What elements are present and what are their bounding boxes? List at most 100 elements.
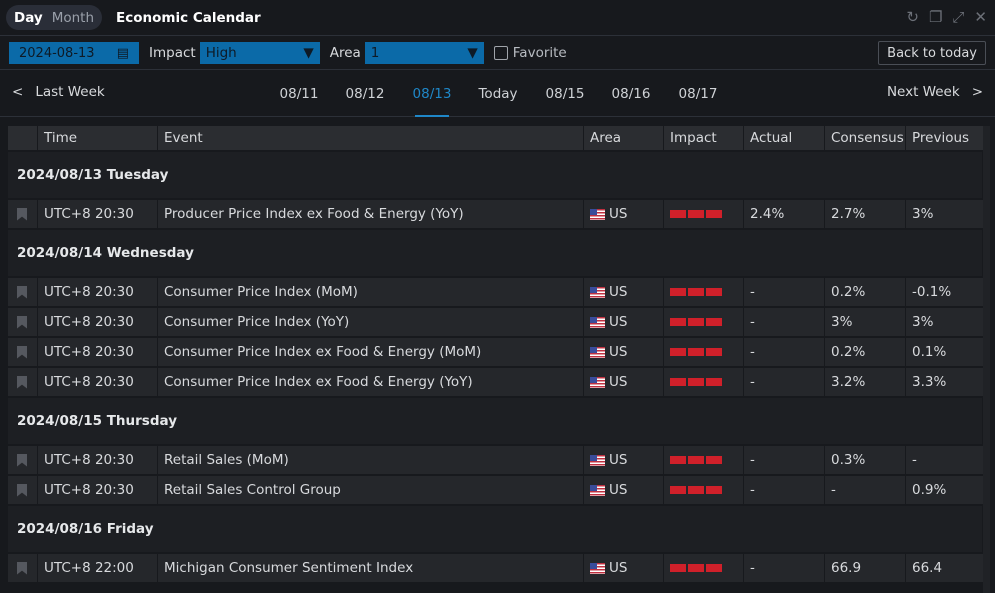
impact-bar bbox=[688, 288, 704, 296]
view-month-button[interactable]: Month bbox=[51, 9, 95, 26]
day-tab[interactable]: 08/12 bbox=[345, 86, 385, 102]
time-cell: UTC+8 20:30 bbox=[38, 338, 157, 366]
impact-label: Impact bbox=[149, 45, 196, 61]
area-text: US bbox=[609, 344, 628, 360]
table-row[interactable]: UTC+8 22:00 Michigan Consumer Sentiment I… bbox=[8, 554, 986, 582]
bookmark-cell[interactable] bbox=[8, 554, 37, 582]
day-tab[interactable]: 08/13 bbox=[412, 86, 452, 102]
bookmark-icon[interactable] bbox=[17, 345, 27, 359]
event-cell: Retail Sales (MoM) bbox=[158, 446, 583, 474]
bookmark-cell[interactable] bbox=[8, 368, 37, 396]
bookmark-icon[interactable] bbox=[17, 315, 27, 329]
column-header[interactable]: Impact bbox=[664, 126, 743, 150]
bookmark-icon[interactable] bbox=[17, 483, 27, 497]
bookmark-cell[interactable] bbox=[8, 308, 37, 336]
bookmark-icon[interactable] bbox=[17, 285, 27, 299]
previous-cell: - bbox=[906, 446, 986, 474]
impact-cell bbox=[664, 476, 743, 504]
chevron-left-icon: < bbox=[12, 84, 24, 100]
impact-cell bbox=[664, 554, 743, 582]
impact-bars bbox=[670, 456, 722, 464]
actual-cell: - bbox=[744, 446, 824, 474]
column-header[interactable]: Consensus bbox=[825, 126, 905, 150]
table-row[interactable]: UTC+8 20:30 Producer Price Index ex Food … bbox=[8, 200, 986, 228]
area-cell: US bbox=[584, 554, 663, 582]
column-header[interactable]: Time bbox=[38, 126, 157, 150]
consensus-cell: 66.9 bbox=[825, 554, 905, 582]
us-flag-icon bbox=[590, 484, 605, 496]
bookmark-cell[interactable] bbox=[8, 476, 37, 504]
bookmark-cell[interactable] bbox=[8, 446, 37, 474]
calendar-icon[interactable]: ▤ bbox=[116, 45, 129, 61]
column-header[interactable]: Previous bbox=[906, 126, 986, 150]
impact-cell bbox=[664, 278, 743, 306]
day-tab[interactable]: Today bbox=[478, 86, 518, 102]
bookmark-icon[interactable] bbox=[17, 207, 27, 221]
favorite-checkbox[interactable] bbox=[493, 46, 508, 60]
impact-bars bbox=[670, 318, 722, 326]
impact-bar bbox=[670, 456, 686, 464]
view-toggle[interactable]: Day Month bbox=[6, 5, 103, 30]
previous-cell: 3.3% bbox=[906, 368, 986, 396]
bookmark-icon[interactable] bbox=[17, 561, 27, 575]
actual-cell: 2.4% bbox=[744, 200, 824, 228]
view-day-button[interactable]: Day bbox=[14, 9, 43, 26]
impact-select[interactable]: High ▼ bbox=[199, 42, 320, 64]
impact-bar bbox=[670, 486, 686, 494]
impact-value: High bbox=[205, 45, 237, 61]
column-header[interactable]: Area bbox=[584, 126, 663, 150]
column-header[interactable]: Actual bbox=[744, 126, 824, 150]
area-text: US bbox=[609, 482, 628, 498]
date-group-header: 2024/08/15 Thursday bbox=[8, 398, 982, 444]
last-week-button[interactable]: < Last Week bbox=[12, 84, 105, 100]
previous-cell: 3% bbox=[906, 200, 986, 228]
table-row[interactable]: UTC+8 20:30 Consumer Price Index (YoY) US -… bbox=[8, 308, 986, 336]
impact-bars bbox=[670, 486, 722, 494]
table-row[interactable]: UTC+8 20:30 Consumer Price Index ex Food … bbox=[8, 368, 986, 396]
impact-bar bbox=[670, 288, 686, 296]
us-flag-icon bbox=[590, 316, 605, 328]
us-flag-icon bbox=[590, 376, 605, 388]
restore-icon[interactable]: ❐ bbox=[928, 8, 943, 26]
area-cell: US bbox=[584, 368, 663, 396]
bookmark-cell[interactable] bbox=[8, 278, 37, 306]
bookmark-icon[interactable] bbox=[17, 375, 27, 389]
refresh-icon[interactable]: ↻ bbox=[906, 8, 919, 26]
impact-bar bbox=[706, 564, 722, 572]
area-text: US bbox=[609, 560, 628, 576]
close-icon[interactable]: ✕ bbox=[974, 8, 987, 26]
day-tab[interactable]: 08/15 bbox=[545, 86, 585, 102]
impact-bar bbox=[670, 210, 686, 218]
impact-cell bbox=[664, 200, 743, 228]
time-cell: UTC+8 20:30 bbox=[38, 368, 157, 396]
day-tab[interactable]: 08/11 bbox=[279, 86, 319, 102]
chevron-down-icon: ▼ bbox=[467, 45, 478, 61]
table-row[interactable]: UTC+8 20:30 Retail Sales (MoM) US -0.3% - bbox=[8, 446, 986, 474]
column-header[interactable]: Event bbox=[158, 126, 583, 150]
consensus-cell: 3.2% bbox=[825, 368, 905, 396]
bookmark-cell[interactable] bbox=[8, 200, 37, 228]
impact-cell bbox=[664, 308, 743, 336]
back-to-today-button[interactable]: Back to today bbox=[878, 41, 986, 65]
previous-cell: 0.1% bbox=[906, 338, 986, 366]
chevron-right-icon: > bbox=[971, 84, 983, 100]
table-row[interactable]: UTC+8 20:30 Retail Sales Control Group US -… bbox=[8, 476, 986, 504]
actual-cell: - bbox=[744, 278, 824, 306]
table-row[interactable]: UTC+8 20:30 Consumer Price Index (MoM) US -… bbox=[8, 278, 986, 306]
column-header[interactable] bbox=[8, 126, 37, 150]
expand-icon[interactable]: ⤢ bbox=[952, 8, 965, 26]
next-week-button[interactable]: Next Week > bbox=[887, 84, 983, 100]
previous-cell: 3% bbox=[906, 308, 986, 336]
impact-bar bbox=[688, 210, 704, 218]
area-select[interactable]: 1 ▼ bbox=[364, 42, 484, 64]
date-group-header: 2024/08/13 Tuesday bbox=[8, 152, 982, 198]
day-tab[interactable]: 08/16 bbox=[611, 86, 651, 102]
consensus-cell: 0.2% bbox=[825, 278, 905, 306]
scrollbar[interactable] bbox=[983, 126, 990, 593]
table-row[interactable]: UTC+8 20:30 Consumer Price Index ex Food … bbox=[8, 338, 986, 366]
date-picker[interactable]: 2024-08-13 ▤ bbox=[9, 42, 139, 64]
day-tab[interactable]: 08/17 bbox=[678, 86, 718, 102]
bookmark-cell[interactable] bbox=[8, 338, 37, 366]
bookmark-icon[interactable] bbox=[17, 453, 27, 467]
date-value: 2024-08-13 bbox=[19, 45, 95, 61]
